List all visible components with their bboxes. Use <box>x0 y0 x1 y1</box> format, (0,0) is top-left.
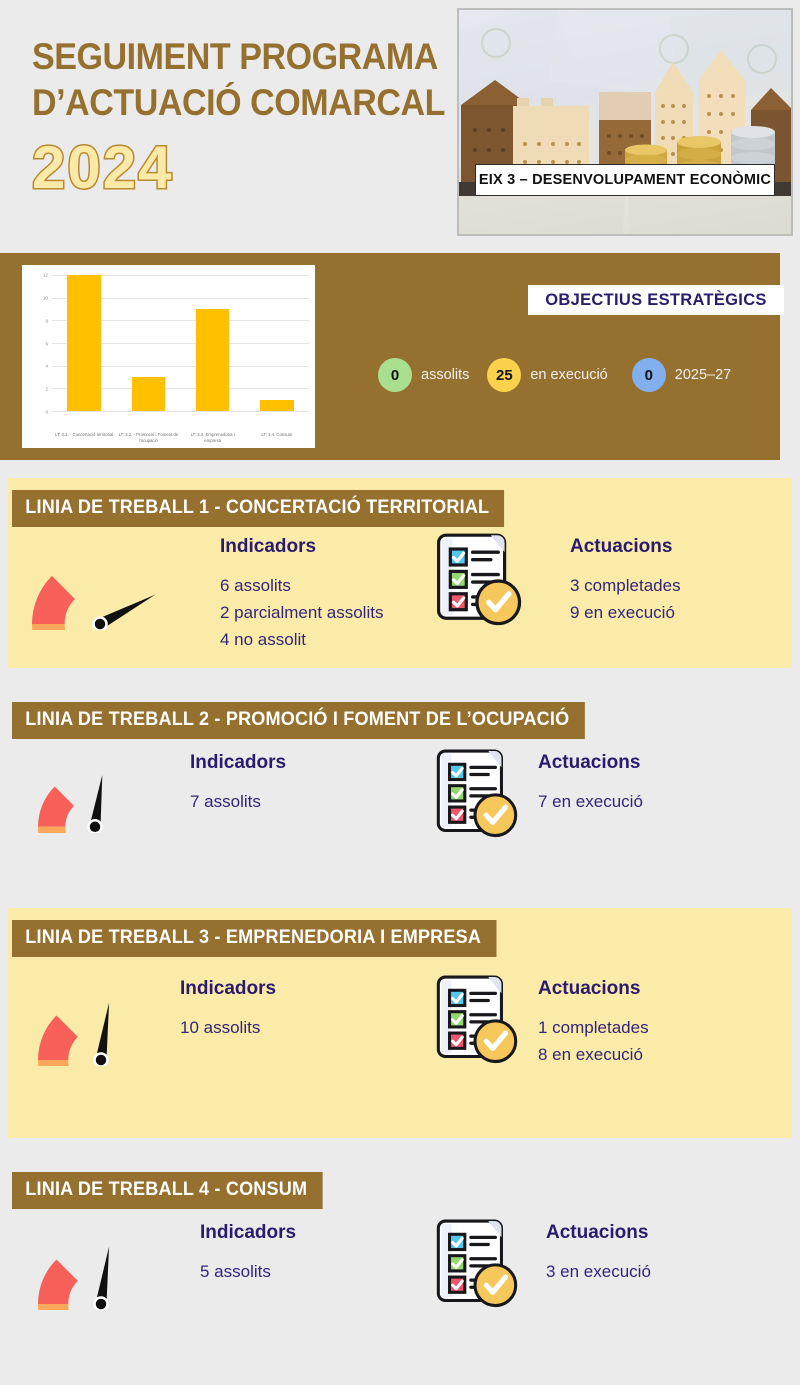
header: SEGUIMENT PROGRAMA D’ACTUACIÓ COMARCAL 2… <box>0 0 800 253</box>
objective-stat: 0 2025–27 <box>631 358 732 392</box>
actions-column: Actuacions 7 en execució <box>538 752 768 815</box>
indicator-item: 5 assolits <box>200 1262 271 1281</box>
chart-y-tick: 6 <box>45 341 48 346</box>
actions-column: Actuacions 1 completades 8 en execució <box>538 978 768 1068</box>
indicators-column: Indicadors 7 assolits <box>190 752 490 815</box>
action-item: 9 en execució <box>570 603 675 622</box>
chart-gridline: 6 <box>45 341 309 346</box>
chart-y-tick: 10 <box>42 295 48 301</box>
work-line-section: LINIA DE TREBALL 2 - PROMOCIÓ I FOMENT D… <box>8 690 792 885</box>
chart-y-tick: 2 <box>45 386 48 392</box>
objective-count-badge: 25 <box>487 358 522 392</box>
header-photo: EIX 3 – DESENVOLUPAMENT ECONÒMIC <box>457 8 793 236</box>
indicators-title: Indicadors <box>180 978 277 999</box>
chart-x-tick-label: LT: 3.1. - Concertació territorial <box>54 432 114 437</box>
chart-bar <box>260 399 294 411</box>
work-line-section: LINIA DE TREBALL 1 - CONCERTACIÓ TERRITO… <box>8 478 792 692</box>
wooden-houses-icon <box>459 50 791 196</box>
page-title-line-2: D’ACTUACIÓ COMARCAL <box>32 82 445 123</box>
chart-y-tick: 12 <box>42 272 48 278</box>
checklist-icon <box>432 974 520 1070</box>
indicator-item: 10 assolits <box>180 1018 261 1037</box>
chart-gridline: 10 <box>43 295 309 300</box>
action-item: 3 en execució <box>546 1262 651 1281</box>
chart-plot-area: 0 2 4 6 8 10 12 <box>43 273 309 415</box>
performance-gauge <box>36 1232 166 1367</box>
objective-stat: 25 en execució <box>487 358 608 392</box>
chart-y-tick: 8 <box>45 318 48 324</box>
performance-gauge <box>30 546 170 692</box>
objective-label: assolits <box>421 367 470 383</box>
actions-title: Actuacions <box>538 978 641 999</box>
objective-label: 2025–27 <box>674 367 732 383</box>
actions-title: Actuacions <box>538 752 641 773</box>
action-item: 1 completades <box>538 1018 649 1037</box>
page-title-line-1: SEGUIMENT PROGRAMA <box>32 36 438 77</box>
actions-title: Actuacions <box>546 1222 649 1243</box>
section-heading: LINIA DE TREBALL 1 - CONCERTACIÓ TERRITO… <box>12 490 505 527</box>
objective-stat: 0 assolits <box>378 358 469 392</box>
indicator-item: 7 assolits <box>190 792 261 811</box>
section-heading: LINIA DE TREBALL 3 - EMPRENEDORIA I EMPR… <box>12 920 497 957</box>
chart-bar-column <box>181 275 245 411</box>
bar-chart-panel: 0 2 4 6 8 10 12 LT: 3.1. - Concertació territo… <box>16 259 321 454</box>
checklist-icon <box>432 1218 520 1314</box>
checklist-icon <box>432 748 520 844</box>
performance-gauge <box>36 762 154 884</box>
title-block: SEGUIMENT PROGRAMA D’ACTUACIÓ COMARCAL 2… <box>31 34 452 201</box>
checklist-icon <box>432 532 524 632</box>
indicators-column: Indicadors 5 assolits <box>200 1222 500 1285</box>
work-line-section: LINIA DE TREBALL 4 - CONSUM Indicadors 5 … <box>8 1160 792 1370</box>
chart-x-labels: LT: 3.1. - Concertació territorial LT: 3.… <box>52 432 309 444</box>
actions-column: Actuacions 3 en execució <box>546 1222 776 1285</box>
chart-gridline: 4 <box>45 364 309 369</box>
chart-y-tick: 0 <box>45 409 48 415</box>
banknote-seal-decor <box>481 28 511 58</box>
chart-bar-column <box>116 275 180 411</box>
indicator-item: 6 assolits <box>220 576 291 595</box>
actions-column: Actuacions 3 completades 9 en execució <box>570 536 800 626</box>
chart-bar <box>131 377 166 411</box>
objectives-title: OBJECTIUS ESTRATÈGICS <box>528 285 784 315</box>
objective-count-badge: 0 <box>631 358 666 392</box>
action-item: 7 en execució <box>538 792 643 811</box>
chart-y-tick: 4 <box>45 363 48 369</box>
chart-gridline: 12 <box>43 273 309 278</box>
indicators-column: Indicadors 6 assolits 2 parcialment assoli… <box>220 536 520 653</box>
indicators-title: Indicadors <box>190 752 287 773</box>
objective-label: en execució <box>530 367 608 383</box>
bar-chart: 0 2 4 6 8 10 12 LT: 3.1. - Concertació territo… <box>22 265 315 448</box>
objectives-row: 0 assolits 25 en execució 0 2025–27 <box>378 358 731 392</box>
indicators-title: Indicadors <box>200 1222 297 1243</box>
chart-bar <box>195 309 230 411</box>
section-heading: LINIA DE TREBALL 4 - CONSUM <box>12 1172 323 1209</box>
chart-x-tick-label: LT: 3.3. Emprenedoria i empresa <box>190 432 235 443</box>
action-item: 8 en execució <box>538 1045 643 1064</box>
banknote-seal-decor <box>747 44 777 74</box>
actions-title: Actuacions <box>570 536 673 557</box>
chart-x-tick-label: LT: 3.4. Consum <box>261 432 293 437</box>
action-item: 3 completades <box>570 576 681 595</box>
chart-gridline: 8 <box>45 318 309 323</box>
chart-bar-column <box>245 275 309 411</box>
chart-gridline: 0 <box>45 410 309 415</box>
chart-gridline: 2 <box>45 387 309 392</box>
indicator-item: 2 parcialment assolits <box>220 603 384 622</box>
chart-bars <box>52 275 309 411</box>
performance-gauge <box>36 988 166 1123</box>
chart-bar <box>67 275 101 411</box>
chart-bar-column <box>52 275 116 411</box>
section-heading: LINIA DE TREBALL 2 - PROMOCIÓ I FOMENT D… <box>12 702 585 739</box>
work-line-section: LINIA DE TREBALL 3 - EMPRENEDORIA I EMPR… <box>8 908 792 1138</box>
indicators-column: Indicadors 10 assolits <box>180 978 480 1041</box>
indicator-item: 4 no assolit <box>220 630 306 649</box>
objective-count-badge: 0 <box>378 358 412 392</box>
indicators-title: Indicadors <box>220 536 317 557</box>
page-title-year: 2024 <box>31 134 174 201</box>
banknote-seal-decor <box>659 34 689 64</box>
photo-caption: EIX 3 – DESENVOLUPAMENT ECONÒMIC <box>475 164 775 196</box>
chart-x-tick-label: LT: 3.2. - Promoció i Foment de l’ocupac… <box>118 432 179 443</box>
